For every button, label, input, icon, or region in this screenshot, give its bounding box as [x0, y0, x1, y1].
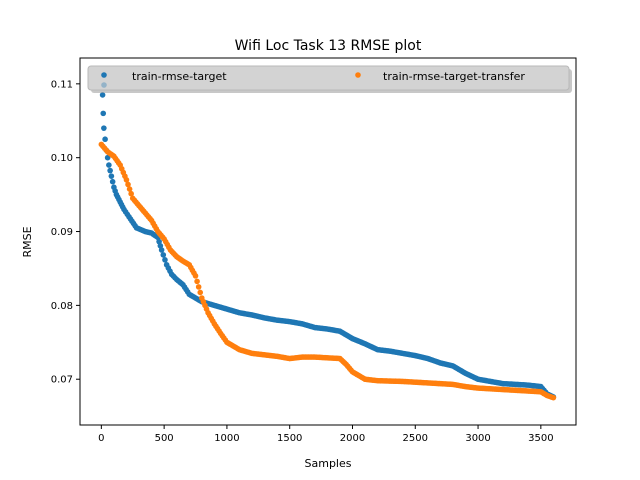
point-train-rmse-target — [158, 247, 165, 253]
point-train-rmse-target-transfer — [194, 278, 200, 285]
legend: train-rmse-target train-rmse-target-tran… — [87, 65, 572, 93]
x-tick-label: 3000 — [465, 433, 490, 444]
point-train-rmse-target-transfer — [197, 289, 204, 296]
legend-marker-train-rmse-target-transfer — [355, 72, 361, 78]
legend-label-train-rmse-target-transfer: train-rmse-target-transfer — [383, 70, 525, 83]
legend-marker-train-rmse-target — [101, 72, 107, 78]
point-train-rmse-target-transfer — [126, 186, 133, 192]
point-train-rmse-target — [101, 125, 107, 131]
x-axis-label: Samples — [305, 457, 352, 470]
point-train-rmse-target-transfer — [550, 394, 557, 401]
chart-title: Wifi Loc Task 13 RMSE plot — [235, 38, 422, 54]
legend-label-train-rmse-target: train-rmse-target — [132, 70, 227, 83]
y-axis-label: RMSE — [21, 226, 34, 257]
point-train-rmse-target — [102, 136, 108, 143]
y-axis-ticks: 0.07 0.08 0.09 0.10 0.11 — [51, 79, 80, 386]
series-train-rmse-target-transfer — [98, 141, 557, 401]
point-train-rmse-target — [109, 178, 116, 185]
x-tick-label: 2500 — [403, 433, 428, 444]
point-train-rmse-target — [100, 110, 107, 117]
point-train-rmse-target — [104, 154, 111, 161]
point-train-rmse-target — [160, 252, 167, 258]
x-tick-label: 500 — [155, 433, 174, 444]
point-train-rmse-target — [99, 92, 106, 98]
point-train-rmse-target — [107, 167, 113, 174]
y-tick-label: 0.08 — [51, 301, 73, 312]
x-tick-label: 1000 — [214, 433, 239, 444]
x-tick-label: 3500 — [528, 433, 553, 444]
legend-marker-train-rmse-target-faded — [101, 82, 107, 88]
x-tick-label: 1500 — [277, 433, 302, 444]
points-layer — [98, 69, 557, 401]
point-train-rmse-target-transfer — [125, 181, 131, 188]
series-train-rmse-target — [98, 69, 557, 400]
plot-frame — [79, 57, 577, 426]
x-tick-label: 0 — [98, 433, 104, 444]
y-tick-label: 0.09 — [51, 227, 73, 238]
point-train-rmse-target-transfer — [192, 273, 199, 279]
y-tick-label: 0.07 — [51, 375, 73, 386]
y-tick-label: 0.10 — [51, 153, 73, 164]
legend-box — [87, 65, 570, 91]
x-axis-ticks: 0 500 1000 1500 2000 2500 3000 3500 — [98, 425, 554, 444]
point-train-rmse-target-transfer — [195, 284, 202, 290]
point-train-rmse-target-transfer — [123, 177, 130, 183]
point-train-rmse-target — [108, 173, 115, 179]
x-tick-label: 2000 — [340, 433, 365, 444]
point-train-rmse-target-transfer — [128, 190, 134, 197]
point-train-rmse-target — [162, 257, 168, 263]
y-tick-label: 0.11 — [51, 79, 73, 90]
point-train-rmse-target — [106, 162, 112, 168]
